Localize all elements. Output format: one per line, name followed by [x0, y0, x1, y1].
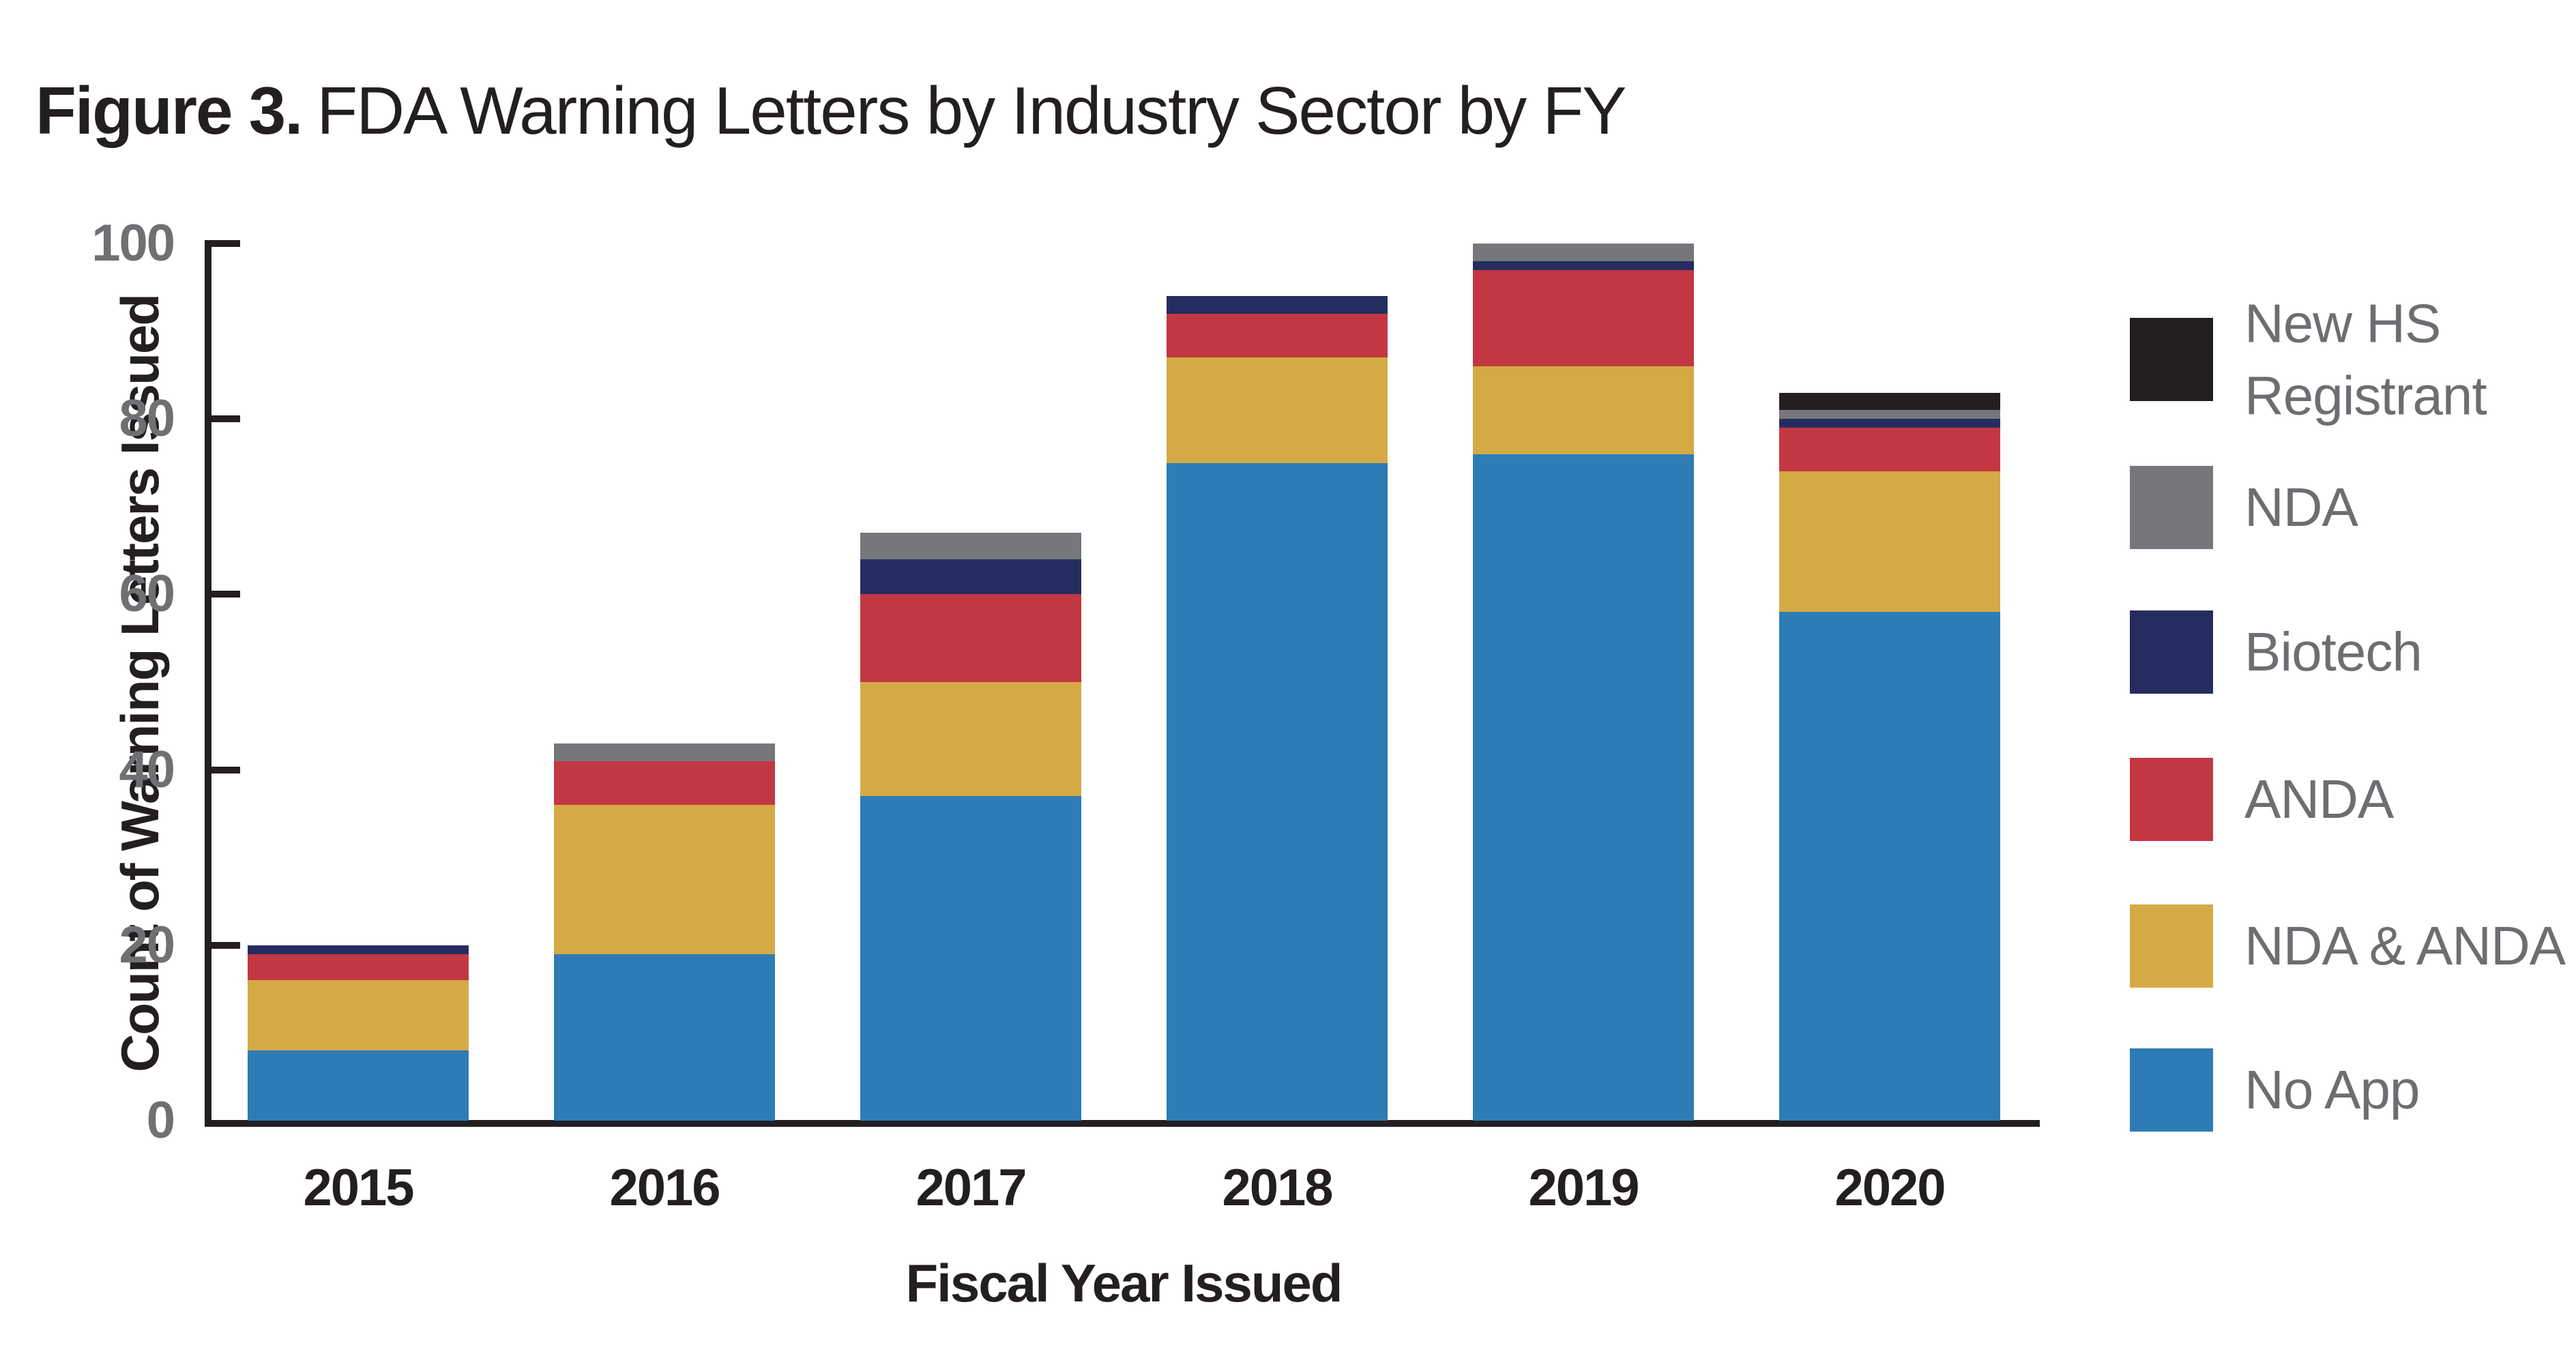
bar-2018 [1167, 296, 1388, 1121]
x-tick-label-2018: 2018 [1222, 1159, 1333, 1217]
y-tick-mark-80 [211, 415, 240, 423]
y-axis-line [205, 240, 211, 1127]
legend-swatch-nda [2130, 466, 2213, 549]
bar-2016 [554, 743, 775, 1121]
bar-2020 [1779, 392, 2000, 1121]
segment-2018-nda-anda [1167, 357, 1388, 463]
segment-2020-anda [1779, 428, 2000, 472]
segment-2020-biotech [1779, 419, 2000, 428]
y-tick-label-40: 40 [119, 740, 175, 799]
segment-2020-no-app [1779, 612, 2000, 1121]
figure-title-text: FDA Warning Letters by Industry Sector b… [317, 72, 1626, 148]
segment-2015-biotech [248, 945, 469, 954]
segment-2015-no-app [248, 1050, 469, 1121]
y-tick-label-0: 0 [146, 1091, 175, 1149]
x-axis-title: Fiscal Year Issued [905, 1253, 1343, 1313]
y-tick-label-100: 100 [91, 214, 175, 272]
segment-2020-nda-anda [1779, 471, 2000, 613]
segment-2019-no-app [1473, 454, 1694, 1121]
segment-2019-biotech [1473, 261, 1694, 270]
segment-2016-nda [554, 743, 775, 761]
x-tick-label-2019: 2019 [1528, 1159, 1639, 1217]
legend-label-anda: ANDA [2244, 769, 2394, 830]
legend-swatch-nda-anda [2130, 904, 2213, 988]
y-tick-label-80: 80 [119, 389, 175, 448]
legend-label-new-hs-registrant: New HS Registrant [2244, 293, 2487, 426]
bar-2015 [248, 945, 469, 1121]
y-tick-mark-20 [211, 941, 240, 949]
segment-2018-no-app [1167, 462, 1388, 1121]
segment-2015-nda-anda [248, 980, 469, 1051]
segment-2020-nda [1779, 410, 2000, 419]
y-tick-mark-60 [211, 591, 240, 598]
segment-2017-no-app [860, 796, 1081, 1121]
legend-label-no-app: No App [2244, 1059, 2420, 1121]
legend-label-nda-anda: NDA & ANDA [2244, 915, 2566, 977]
segment-2019-nda-anda [1473, 366, 1694, 454]
figure-number-label: Figure 3. [35, 72, 303, 148]
segment-2017-anda [860, 594, 1081, 683]
x-tick-label-2020: 2020 [1834, 1159, 1946, 1217]
segment-2015-anda [248, 954, 469, 981]
y-axis-title: Count of Warning Letters Issued [110, 295, 170, 1072]
segment-2019-nda [1473, 244, 1694, 261]
segment-2016-nda-anda [554, 805, 775, 954]
legend-swatch-anda [2130, 758, 2213, 841]
x-tick-label-2016: 2016 [609, 1159, 720, 1217]
segment-2016-no-app [554, 954, 775, 1121]
segment-2020-new-hs-registrant [1779, 392, 2000, 411]
legend-label-biotech: Biotech [2244, 621, 2423, 683]
bar-2017 [860, 533, 1081, 1121]
segment-2016-anda [554, 761, 775, 806]
legend-swatch-new-hs-registrant [2130, 318, 2213, 401]
legend-label-nda: NDA [2244, 477, 2358, 538]
legend-swatch-no-app [2130, 1048, 2213, 1132]
segment-2018-anda [1167, 313, 1388, 358]
y-tick-mark-40 [211, 766, 240, 773]
y-tick-label-60: 60 [119, 565, 175, 623]
legend-swatch-biotech [2130, 610, 2213, 694]
segment-2017-nda-anda [860, 682, 1081, 797]
segment-2017-nda [860, 533, 1081, 559]
segment-2019-anda [1473, 269, 1694, 367]
bar-2019 [1473, 244, 1694, 1121]
x-axis-line [205, 1120, 2040, 1127]
x-tick-label-2017: 2017 [916, 1159, 1027, 1217]
figure-title: Figure 3. FDA Warning Letters by Industry… [35, 72, 1627, 149]
y-tick-mark-100 [211, 240, 240, 247]
y-tick-label-20: 20 [119, 915, 175, 974]
segment-2018-biotech [1167, 296, 1388, 314]
x-tick-label-2015: 2015 [303, 1159, 414, 1217]
segment-2017-biotech [860, 559, 1081, 595]
